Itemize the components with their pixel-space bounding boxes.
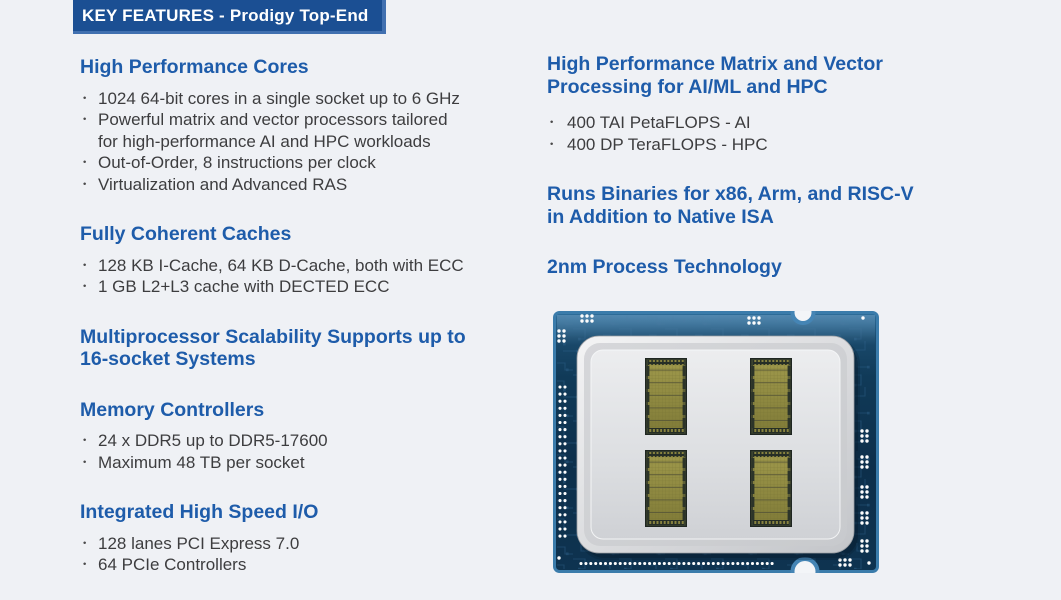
left-column: High Performance Cores 1024 64-bit cores … — [80, 56, 550, 576]
right-column: High Performance Matrix and Vector Proce… — [547, 53, 967, 279]
bullet-item: 128 lanes PCI Express 7.0 — [80, 533, 550, 555]
feature-section: Runs Binaries for x86, Arm, and RISC-V i… — [547, 183, 967, 228]
slide-title-text: KEY FEATURES - Prodigy Top-End — [82, 6, 369, 25]
processor-chip-image — [553, 311, 879, 573]
section-heading: High Performance Matrix and Vector Proce… — [547, 53, 883, 98]
bullet-item: Powerful matrix and vector processors ta… — [80, 109, 550, 152]
processor-die — [645, 450, 687, 527]
bullet-list: 400 TAI PetaFLOPS - AI400 DP TeraFLOPS -… — [547, 112, 967, 155]
section-heading: Fully Coherent Caches — [80, 223, 292, 245]
bullet-list: 24 x DDR5 up to DDR5-17600Maximum 48 TB … — [80, 430, 550, 473]
feature-section: High Performance Cores 1024 64-bit cores … — [80, 56, 550, 195]
bullet-item: Maximum 48 TB per socket — [80, 452, 550, 474]
bullet-item: 1 GB L2+L3 cache with DECTED ECC — [80, 276, 550, 298]
section-heading: Runs Binaries for x86, Arm, and RISC-V i… — [547, 183, 914, 228]
feature-section: High Performance Matrix and Vector Proce… — [547, 53, 967, 155]
bullet-item: 1024 64-bit cores in a single socket up … — [80, 88, 550, 110]
slide-title-banner: KEY FEATURES - Prodigy Top-End — [73, 0, 386, 34]
feature-section: Multiprocessor Scalability Supports up t… — [80, 326, 550, 371]
bullet-list: 128 lanes PCI Express 7.064 PCIe Control… — [80, 533, 550, 576]
bullet-item: 128 KB I-Cache, 64 KB D-Cache, both with… — [80, 255, 550, 277]
via-dots — [557, 314, 871, 567]
feature-section: Integrated High Speed I/O 128 lanes PCI E… — [80, 501, 550, 576]
feature-section: Fully Coherent Caches 128 KB I-Cache, 64 … — [80, 223, 550, 298]
processor-die — [645, 358, 687, 435]
section-heading: Memory Controllers — [80, 398, 265, 421]
section-heading: Integrated High Speed I/O — [80, 501, 319, 523]
processor-die — [750, 450, 792, 527]
feature-section: 2nm Process Technology — [547, 256, 967, 279]
mounting-notch-top — [790, 311, 816, 325]
bullet-item: Out-of-Order, 8 instructions per clock — [80, 152, 550, 174]
bullet-item: 400 DP TeraFLOPS - HPC — [547, 134, 967, 156]
section-heading: Multiprocessor Scalability Supports up t… — [80, 325, 466, 371]
bullet-item: 64 PCIe Controllers — [80, 554, 550, 576]
section-heading: 2nm Process Technology — [547, 256, 782, 278]
bullet-list: 1024 64-bit cores in a single socket up … — [80, 88, 550, 196]
processor-die — [750, 358, 792, 435]
section-heading: High Performance Cores — [80, 56, 309, 78]
bullet-list: 128 KB I-Cache, 64 KB D-Cache, both with… — [80, 255, 550, 298]
mounting-notch-bottom — [790, 557, 820, 573]
bullet-item: Virtualization and Advanced RAS — [80, 174, 550, 196]
heat-spreader — [576, 335, 860, 560]
bullet-item: 400 TAI PetaFLOPS - AI — [547, 112, 967, 134]
bullet-item: 24 x DDR5 up to DDR5-17600 — [80, 430, 550, 452]
processor-chip-svg — [553, 311, 879, 573]
feature-section: Memory Controllers 24 x DDR5 up to DDR5-1… — [80, 399, 550, 474]
